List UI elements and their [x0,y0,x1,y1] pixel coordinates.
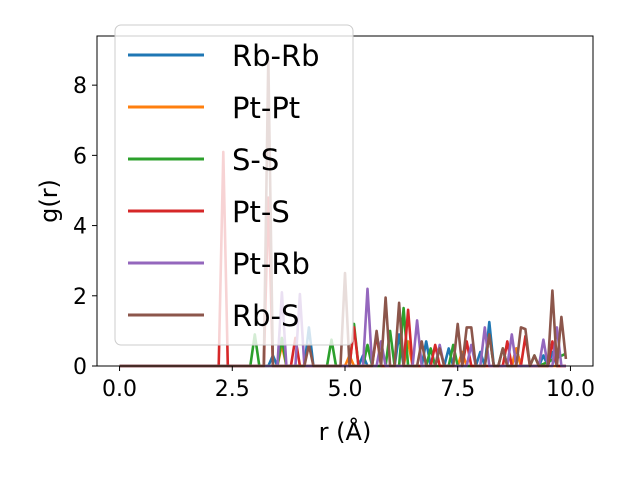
y-tick-label: 4 [73,215,87,240]
legend-label-rb-rb: Rb-Rb [232,39,320,73]
legend-label-pt-s: Pt-S [232,195,290,229]
y-tick-label: 2 [73,285,87,310]
legend-label-s-s: S-S [232,143,279,177]
legend-box [114,24,354,346]
y-tick-label: 0 [73,355,87,380]
x-tick-label: 7.5 [440,377,475,402]
y-axis-label: g(r) [35,179,63,223]
y-tick-label: 8 [73,74,87,99]
legend: Rb-Rb Pt-Pt S-S Pt-S Pt-Rb Rb-S [114,24,354,346]
x-axis: 0.0 2.5 5.0 7.5 10.0 [102,366,595,402]
y-axis: 0 2 4 6 8 [73,74,97,380]
legend-label-rb-s: Rb-S [232,299,299,333]
x-tick-label: 5.0 [328,377,363,402]
x-axis-label: r (Å) [319,417,372,446]
x-tick-label: 0.0 [102,377,137,402]
legend-label-pt-pt: Pt-Pt [232,91,300,125]
y-tick-label: 6 [73,144,87,169]
x-tick-label: 2.5 [215,377,250,402]
x-tick-label: 10.0 [546,377,595,402]
legend-label-pt-rb: Pt-Rb [232,247,310,281]
